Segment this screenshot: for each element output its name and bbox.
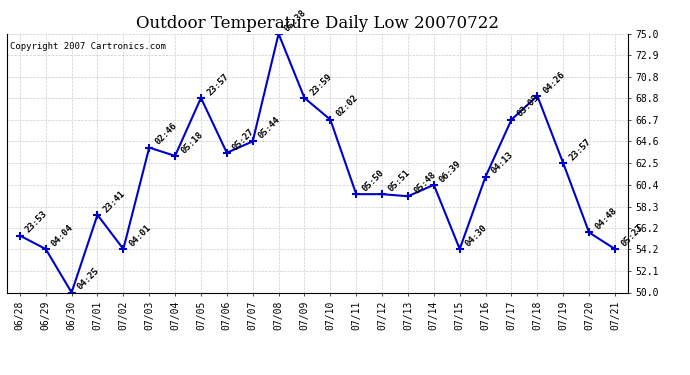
- Text: 02:46: 02:46: [153, 122, 179, 147]
- Text: 04:26: 04:26: [542, 70, 567, 95]
- Text: 04:48: 04:48: [593, 206, 619, 232]
- Text: 05:27: 05:27: [619, 223, 644, 248]
- Text: 05:38: 05:38: [283, 8, 308, 33]
- Text: 04:04: 04:04: [50, 223, 75, 248]
- Text: 03:05: 03:05: [515, 93, 541, 119]
- Text: 23:57: 23:57: [567, 137, 593, 162]
- Text: 05:18: 05:18: [179, 130, 205, 155]
- Text: 05:27: 05:27: [231, 127, 257, 152]
- Text: 06:39: 06:39: [438, 159, 464, 184]
- Text: 04:25: 04:25: [76, 266, 101, 292]
- Text: 23:59: 23:59: [308, 72, 334, 97]
- Text: 05:51: 05:51: [386, 168, 412, 194]
- Title: Outdoor Temperature Daily Low 20070722: Outdoor Temperature Daily Low 20070722: [136, 15, 499, 32]
- Text: 02:02: 02:02: [335, 93, 360, 119]
- Text: Copyright 2007 Cartronics.com: Copyright 2007 Cartronics.com: [10, 42, 166, 51]
- Text: 04:30: 04:30: [464, 223, 489, 248]
- Text: 23:53: 23:53: [24, 209, 50, 235]
- Text: 05:48: 05:48: [412, 170, 437, 195]
- Text: 04:13: 04:13: [490, 150, 515, 176]
- Text: 23:57: 23:57: [205, 72, 230, 97]
- Text: 05:50: 05:50: [360, 168, 386, 194]
- Text: 04:01: 04:01: [128, 223, 153, 248]
- Text: 05:44: 05:44: [257, 115, 282, 141]
- Text: 23:41: 23:41: [101, 189, 127, 214]
